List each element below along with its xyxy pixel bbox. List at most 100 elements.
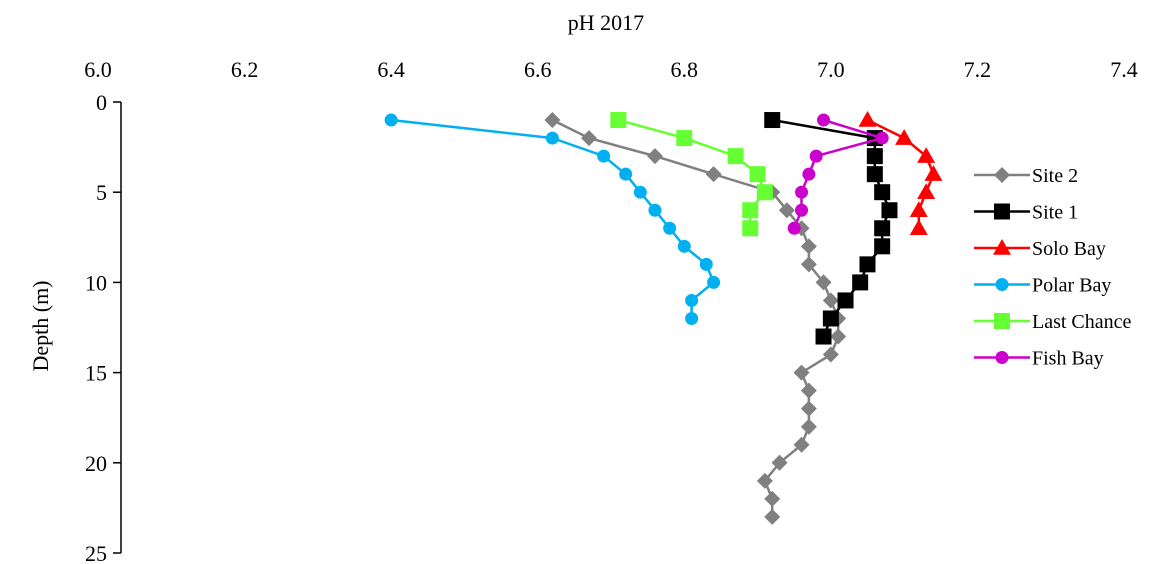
- x-tick-label: 6.4: [377, 57, 405, 82]
- data-point: [830, 328, 847, 345]
- data-point: [610, 112, 627, 129]
- data-point: [699, 257, 713, 271]
- legend-marker: [994, 167, 1010, 183]
- series-line: [390, 118, 716, 319]
- data-point: [874, 184, 891, 201]
- series-polar-bay: [384, 113, 721, 325]
- series-solo-bay: [858, 111, 943, 236]
- data-point: [384, 113, 398, 127]
- legend-item: Polar Bay: [974, 275, 1111, 297]
- data-point: [676, 130, 693, 147]
- data-point: [795, 203, 809, 217]
- data-point: [802, 167, 816, 181]
- legend-marker: [994, 313, 1010, 329]
- data-point: [909, 201, 928, 217]
- data-point: [787, 221, 801, 235]
- legend-marker: [994, 203, 1010, 220]
- legend-item: Fish Bay: [974, 348, 1104, 370]
- data-point: [866, 166, 883, 183]
- chart-title: pH 2017: [568, 10, 644, 35]
- y-tick-label: 10: [85, 270, 107, 295]
- data-point: [881, 202, 898, 219]
- x-tick-label: 7.4: [1110, 57, 1138, 82]
- data-point: [858, 111, 877, 127]
- data-point: [597, 149, 611, 163]
- data-point: [909, 219, 928, 236]
- data-point: [837, 292, 854, 309]
- data-point: [545, 131, 559, 145]
- data-point: [685, 311, 699, 325]
- legend-item: Last Chance: [974, 311, 1132, 333]
- data-point: [756, 184, 773, 201]
- series-site-1: [764, 112, 898, 345]
- data-point: [619, 167, 633, 181]
- data-point: [800, 238, 817, 255]
- data-point: [793, 364, 810, 381]
- data-point: [917, 147, 936, 163]
- legend-label: Polar Bay: [1032, 275, 1111, 297]
- data-point: [742, 220, 759, 237]
- data-point: [866, 148, 883, 165]
- x-tick-label: 7.0: [817, 57, 845, 82]
- data-point: [917, 183, 936, 199]
- legend-label: Site 2: [1032, 165, 1078, 187]
- series-fish-bay: [787, 113, 889, 235]
- data-point: [771, 454, 788, 471]
- data-point: [727, 148, 744, 165]
- data-point: [677, 239, 691, 253]
- series-last-chance: [610, 112, 773, 237]
- data-point: [793, 436, 810, 453]
- x-tick-label: 6.0: [84, 57, 112, 82]
- x-tick-label: 6.2: [231, 57, 259, 82]
- series-site-2: [544, 112, 847, 525]
- data-point: [581, 130, 598, 147]
- data-point: [809, 149, 823, 163]
- data-point: [663, 221, 677, 235]
- data-point: [764, 490, 781, 507]
- data-point: [859, 256, 876, 273]
- data-point: [815, 328, 832, 345]
- data-point: [822, 346, 839, 363]
- data-point: [874, 238, 891, 255]
- data-point: [707, 275, 721, 289]
- legend-item: Site 1: [974, 202, 1078, 224]
- legend-marker: [995, 351, 1009, 364]
- data-point: [895, 129, 914, 145]
- legend-item: Solo Bay: [974, 238, 1106, 260]
- data-point: [822, 292, 839, 309]
- y-tick-label: 0: [96, 90, 107, 115]
- y-tick-label: 15: [85, 361, 107, 386]
- data-point: [705, 166, 722, 183]
- x-tick-label: 7.2: [964, 57, 992, 82]
- axes: 0 5 10 15 20 25 6.0 6.2 6.4 6.6 6.8 7.0 7.2 7.4: [84, 57, 1138, 564]
- x-tick-label: 6.6: [524, 57, 552, 82]
- data-point: [875, 131, 889, 145]
- legend-label: Solo Bay: [1032, 238, 1106, 260]
- legend-label: Site 1: [1032, 202, 1078, 224]
- data-point: [800, 382, 817, 399]
- y-tick-label: 25: [85, 541, 107, 564]
- legend-label: Last Chance: [1032, 311, 1132, 333]
- legend-marker: [993, 239, 1011, 255]
- data-point: [815, 274, 832, 291]
- legend-marker: [995, 278, 1009, 291]
- data-point: [822, 310, 839, 327]
- data-point: [648, 203, 662, 217]
- data-point: [924, 165, 943, 181]
- x-tick-label: 6.8: [671, 57, 699, 82]
- y-axis-title: Depth (m): [28, 280, 53, 371]
- data-point: [633, 185, 647, 199]
- data-point: [764, 508, 781, 525]
- y-tick-label: 20: [85, 451, 107, 476]
- data-point: [817, 113, 831, 127]
- data-point: [800, 418, 817, 435]
- data-point: [800, 400, 817, 417]
- series-layer: [384, 111, 943, 525]
- data-point: [778, 202, 795, 219]
- data-point: [742, 202, 759, 219]
- data-point: [764, 112, 781, 129]
- data-point: [852, 274, 869, 291]
- data-point: [800, 256, 817, 273]
